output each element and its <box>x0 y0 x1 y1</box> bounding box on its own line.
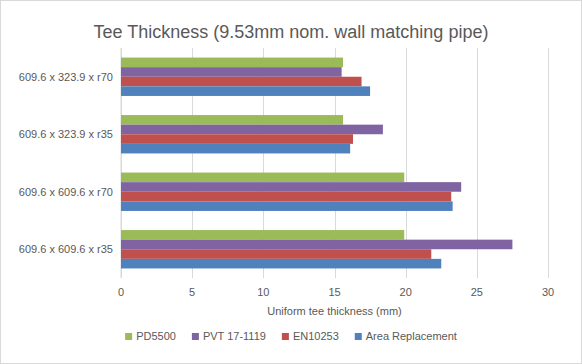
grid-line <box>548 48 549 278</box>
bar <box>121 240 512 250</box>
bar <box>121 58 343 68</box>
legend-label: EN10253 <box>293 330 339 342</box>
tick-label: 25 <box>471 286 483 298</box>
category-label: 609.6 x 609.6 x r35 <box>19 243 113 255</box>
bar <box>121 259 441 269</box>
legend-label: PD5500 <box>136 330 176 342</box>
tick-label: 20 <box>400 286 412 298</box>
tick-label: 15 <box>328 286 340 298</box>
tick-label: 0 <box>118 286 124 298</box>
title: Tee Thickness (9.53mm nom. wall matching… <box>94 22 489 42</box>
tick-label: 10 <box>257 286 269 298</box>
tick-label: 5 <box>189 286 195 298</box>
legend: PD5500 PVT 17-1119 EN10253 Area Replacement <box>125 330 457 342</box>
legend-swatch <box>192 333 199 340</box>
bar <box>121 67 342 77</box>
legend-swatch <box>125 333 132 340</box>
legend-swatch <box>355 333 362 340</box>
bars <box>121 58 512 269</box>
tick-label: 30 <box>542 286 554 298</box>
chart-area <box>1 1 582 364</box>
bar <box>121 115 343 125</box>
bar <box>121 144 350 154</box>
legend-label: Area Replacement <box>366 330 457 342</box>
axis-label: Uniform tee thickness (mm) <box>267 305 401 317</box>
chart: Tee Thickness (9.53mm nom. wall matching… <box>0 0 582 364</box>
bar <box>121 77 362 87</box>
category-label: 609.6 x 323.9 x r70 <box>19 71 113 83</box>
bar <box>121 182 461 192</box>
bar <box>121 173 404 183</box>
legend-label: PVT 17-1119 <box>203 330 266 342</box>
category-label: 609.6 x 609.6 x r70 <box>19 186 113 198</box>
bar <box>121 192 451 202</box>
category-label: 609.6 x 323.9 x r35 <box>19 128 113 140</box>
bar <box>121 134 353 144</box>
bar <box>121 230 404 240</box>
x-axis: 0 5 10 15 20 25 30 <box>118 48 554 298</box>
bar <box>121 249 431 259</box>
bar <box>121 201 453 211</box>
legend-swatch <box>282 333 289 340</box>
bar <box>121 86 370 96</box>
bar <box>121 125 383 135</box>
